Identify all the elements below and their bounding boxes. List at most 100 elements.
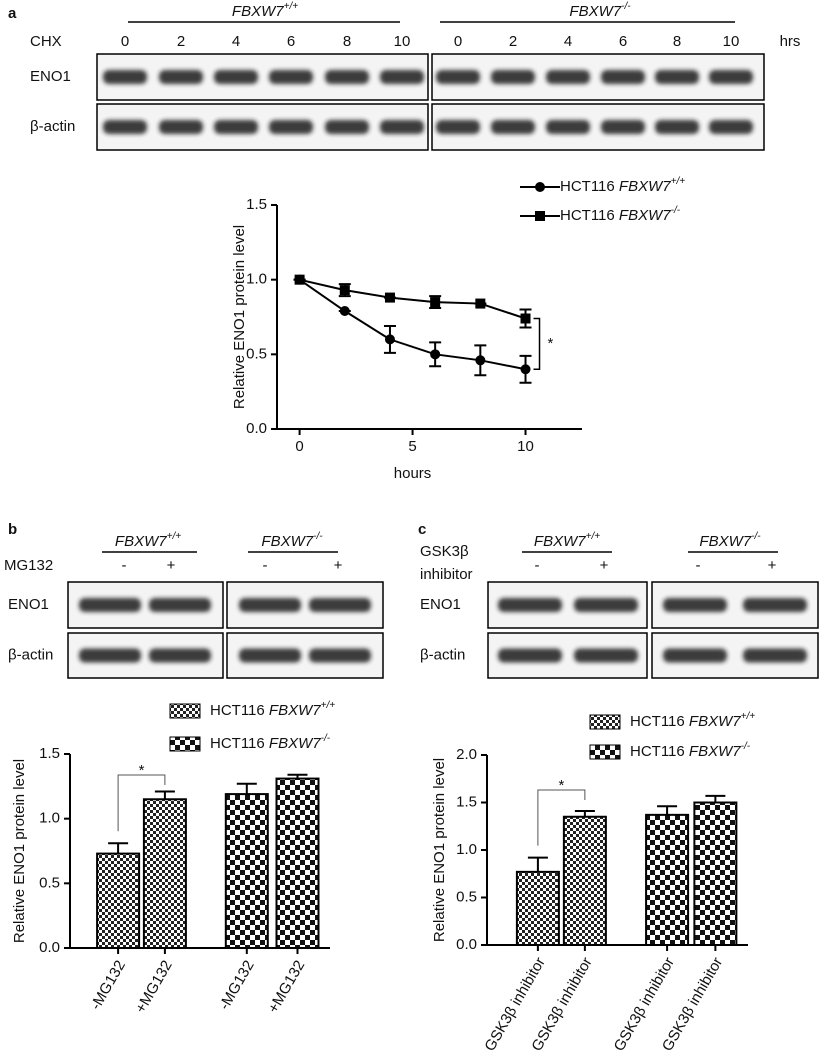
treatment-label: inhibitor [420, 566, 473, 583]
y-tick-label: 1.0 [246, 271, 267, 288]
x-tick-label: 5 [408, 438, 416, 455]
blot-band [149, 598, 211, 612]
panel-label: c [418, 521, 426, 538]
blot-frame [96, 103, 429, 151]
gene-name: FBXW7 [619, 178, 671, 195]
y-tick-label: 1.5 [456, 793, 477, 810]
legend-swatch [169, 736, 201, 752]
row-label: ENO1 [420, 596, 461, 613]
lane-label: - [696, 557, 701, 574]
point [339, 285, 350, 296]
blot-band [239, 598, 301, 612]
blot-band [309, 598, 371, 612]
bar [224, 793, 269, 949]
point [430, 297, 441, 308]
error-bar [108, 842, 129, 854]
treatment-label: MG132 [4, 557, 53, 574]
blot-band [655, 120, 699, 134]
treatment-label: GSK3β [420, 543, 469, 560]
blot-band [214, 120, 258, 134]
y-tick-label: 1.0 [39, 810, 60, 827]
point [339, 306, 350, 317]
genotype: -/- [313, 531, 323, 542]
blot-band [269, 120, 313, 134]
panel-label: a [8, 5, 17, 22]
genotype: -/- [751, 531, 761, 542]
legend-marker [535, 182, 545, 192]
genotype: -/- [671, 205, 681, 216]
lane-label: 10 [394, 33, 411, 50]
blot-band [380, 70, 424, 84]
y-tick-label: 0.5 [456, 888, 477, 905]
row-label: ENO1 [8, 596, 49, 613]
point [384, 292, 395, 303]
lane-label: 8 [343, 33, 351, 50]
y-tick-label: 0.0 [39, 939, 60, 956]
strain-name: HCT116 [210, 702, 265, 719]
gene-name: FBXW7 [261, 533, 313, 550]
y-tick-label: 1.5 [39, 745, 60, 762]
y-tick-label: 0.0 [246, 420, 267, 437]
blot-frame [96, 53, 429, 101]
blot-band [159, 70, 203, 84]
strain-name: HCT116 [630, 743, 685, 760]
point [475, 355, 486, 366]
point [294, 274, 305, 285]
genotype: +/+ [671, 176, 686, 187]
blot-band [149, 648, 211, 663]
genotype-label: FBXW7+/+ [534, 531, 600, 550]
significance-star: * [548, 335, 554, 352]
gene-name: FBXW7 [534, 533, 586, 550]
point [520, 313, 531, 324]
row-label: β-actin [420, 646, 465, 663]
blot-band [79, 648, 141, 663]
blot-band [491, 120, 535, 134]
genotype-label: HCT116 FBXW7-/- [560, 205, 681, 224]
blot-band [601, 120, 645, 134]
legend-marker [535, 211, 545, 221]
blot-band [709, 70, 753, 84]
bar [693, 801, 738, 946]
blot-band [601, 70, 645, 84]
genotype-label: FBXW7-/- [699, 531, 761, 550]
series-line [299, 278, 526, 320]
lane-label: 2 [509, 33, 517, 50]
unit-label: hrs [780, 33, 801, 50]
blot-band [655, 70, 699, 84]
y-axis-label: Relative ENO1 protein level [231, 225, 248, 409]
significance-bracket [537, 789, 586, 846]
blot-band [325, 120, 369, 134]
blot-band [574, 648, 638, 663]
bar [142, 798, 187, 949]
x-tick-label: 0 [295, 438, 303, 455]
blot-band [325, 70, 369, 84]
blot-band [743, 598, 807, 612]
x-tick-label: -MG132 [216, 957, 258, 1012]
lane-label: + [334, 557, 343, 574]
gene-name: FBXW7 [569, 3, 621, 20]
strain-name: HCT116 [630, 713, 685, 730]
genotype-label: HCT116 FBXW7-/- [210, 733, 331, 752]
error-bar [154, 790, 175, 800]
lane-label: + [167, 557, 176, 574]
blot-band [743, 648, 807, 663]
bar [275, 777, 320, 949]
y-tick-label: 0.5 [246, 345, 267, 362]
significance-bracket [117, 774, 166, 832]
blot-band [214, 70, 258, 84]
blot-band [239, 648, 301, 663]
blot-band [663, 598, 727, 612]
axes [276, 205, 582, 430]
significance-star: * [558, 777, 564, 794]
lane-label: - [122, 557, 127, 574]
error-bar [657, 805, 678, 815]
lane-label: 6 [287, 33, 295, 50]
lane-label: 2 [177, 33, 185, 50]
genotype-label: FBXW7+/+ [232, 1, 298, 20]
gene-name: FBXW7 [689, 743, 741, 760]
x-tick-label: -MG132 [87, 957, 129, 1012]
y-axis-label: Relative ENO1 protein level [431, 758, 448, 942]
lane-label: + [768, 557, 777, 574]
lane-label: 0 [454, 33, 462, 50]
